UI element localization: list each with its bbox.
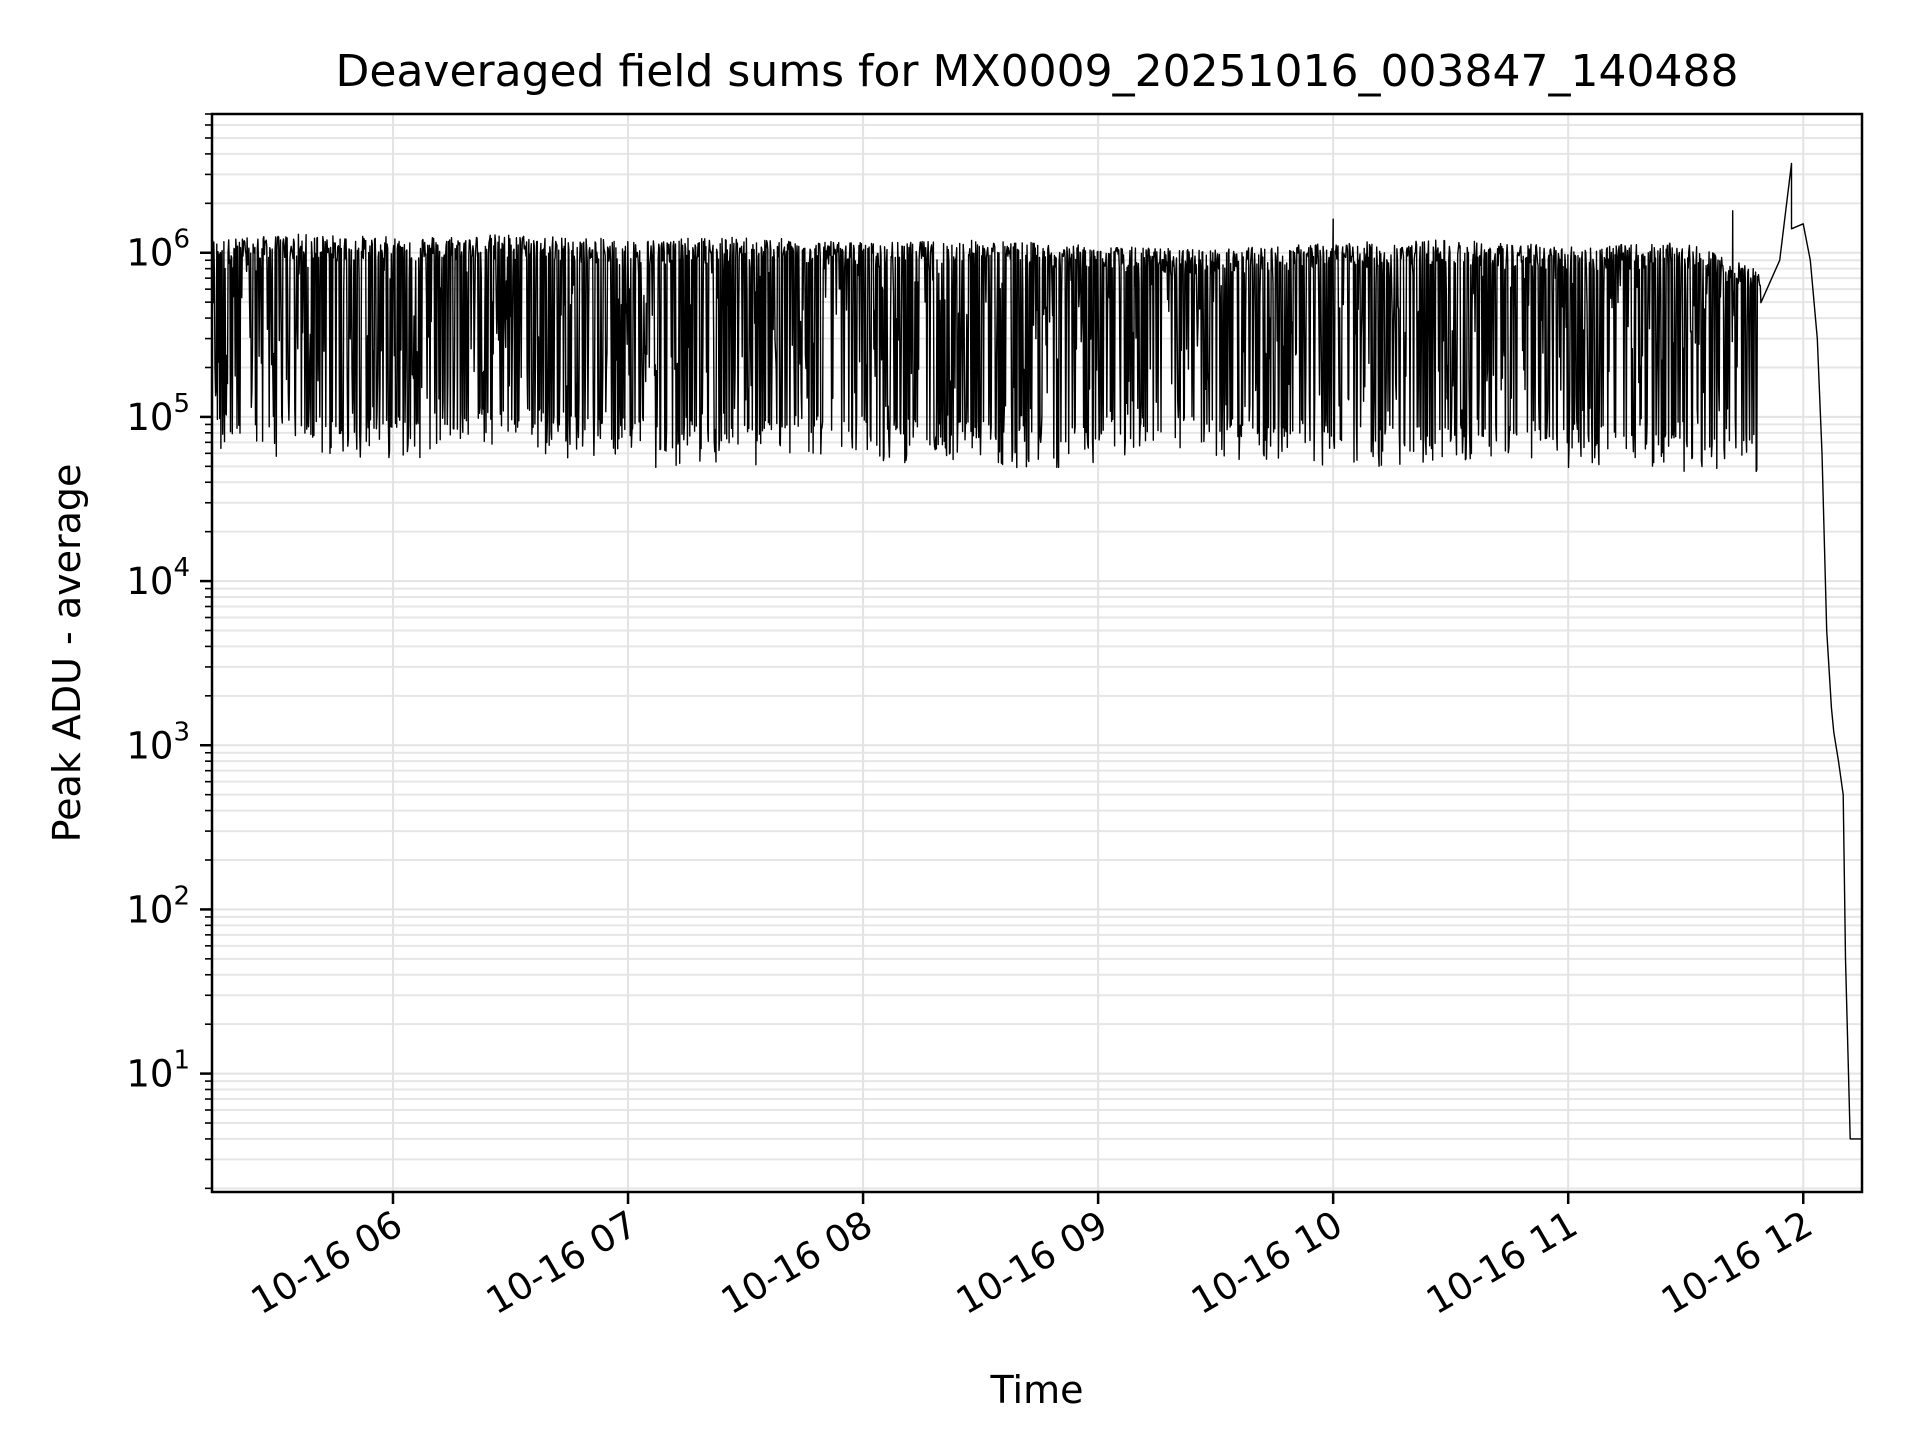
x-tick-label: 10-16 06 — [244, 1203, 410, 1323]
x-tick-label: 10-16 12 — [1654, 1203, 1820, 1323]
y-tick-label: 102 — [126, 881, 190, 931]
y-tick-label: 106 — [126, 225, 190, 275]
data-layer — [211, 162, 1862, 1140]
y-tick-label: 103 — [126, 717, 190, 767]
x-tick-label: 10-16 07 — [479, 1203, 645, 1323]
x-axis-ticks: 10-16 06 10-16 07 10-16 08 10-16 09 10-16 10… — [244, 1192, 1820, 1323]
y-axis-ticks: 101 102 103 104 105 106 — [126, 113, 212, 1190]
y-tick-label: 101 — [126, 1046, 190, 1096]
y-axis-label: Peak ADU - average — [45, 464, 89, 843]
x-axis-label: Time — [990, 1368, 1084, 1412]
y-tick-label: 105 — [126, 389, 190, 439]
y-tick-label: 104 — [126, 553, 190, 603]
x-tick-label: 10-16 11 — [1419, 1203, 1585, 1323]
x-tick-label: 10-16 09 — [949, 1203, 1115, 1323]
chart-title: Deaveraged field sums for MX0009_2025101… — [336, 46, 1739, 97]
x-tick-label: 10-16 10 — [1184, 1203, 1350, 1323]
x-tick-label: 10-16 08 — [714, 1203, 880, 1323]
plot-frame — [210, 112, 1864, 1194]
series-line — [211, 162, 1862, 1140]
